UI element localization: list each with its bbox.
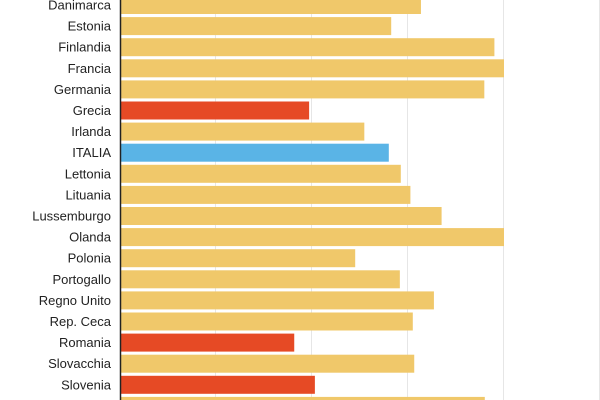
tick-label-irlanda: Irlanda (71, 124, 112, 139)
bar-lettonia (121, 164, 401, 183)
bar-slovacchia (121, 354, 415, 373)
bar-romania (121, 333, 295, 352)
tick-label-slovacchia: Slovacchia (48, 356, 112, 371)
bar-grecia (121, 101, 310, 120)
bars (121, 0, 504, 400)
bar-francia (121, 59, 504, 78)
bar-estonia (121, 17, 392, 36)
bar-regno-unito (121, 291, 434, 310)
tick-label-regno-unito: Regno Unito (39, 293, 111, 308)
tick-label-lituania: Lituania (65, 187, 111, 202)
tick-label-rep-ceca: Rep. Ceca (50, 314, 112, 329)
bar-portogallo (121, 270, 400, 289)
tick-label-portogallo: Portogallo (52, 272, 111, 287)
bar-polonia (121, 249, 356, 268)
tick-label-estonia: Estonia (68, 19, 112, 34)
tick-label-danimarca: Danimarca (48, 0, 112, 13)
tick-label-olanda: Olanda (69, 230, 112, 245)
tick-label-lussemburgo: Lussemburgo (32, 209, 111, 224)
bar-lussemburgo (121, 207, 442, 225)
tick-label-romania: Romania (59, 335, 112, 350)
tick-label-germania: Germania (54, 82, 112, 97)
bar-italia (121, 143, 389, 162)
bar-slovenia (121, 375, 315, 394)
bar-danimarca (121, 0, 421, 14)
category-labels: Danimarca Estonia Finlandia Francia Germania… (32, 0, 112, 392)
bar-lituania (121, 185, 411, 204)
tick-label-finlandia: Finlandia (58, 40, 112, 55)
tick-label-slovenia: Slovenia (61, 377, 112, 392)
tick-label-grecia: Grecia (73, 103, 112, 118)
tick-label-polonia: Polonia (68, 251, 112, 266)
tick-label-lettonia: Lettonia (65, 166, 112, 181)
bar-rep-ceca (121, 312, 413, 331)
bar-olanda (121, 228, 504, 247)
bar-finlandia (121, 38, 495, 57)
bar-partial-next (121, 396, 485, 400)
bar-germania (121, 80, 485, 99)
bar-irlanda (121, 122, 365, 141)
tick-label-italia: ITALIA (72, 145, 111, 160)
tick-label-francia: Francia (68, 61, 112, 76)
